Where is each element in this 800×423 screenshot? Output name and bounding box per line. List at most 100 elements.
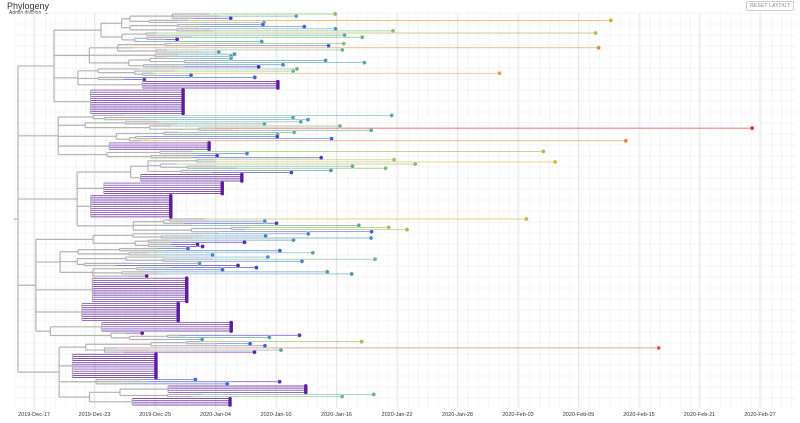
- tip-node: [339, 394, 345, 399]
- tip-node: [207, 147, 211, 152]
- tip-node: [412, 161, 418, 167]
- tip-node: [242, 239, 247, 245]
- tip-node: [596, 45, 601, 51]
- time-axis: 2019-Dec-17 2019-Dec-23 2019-Dec-29 2020-Ja…: [18, 412, 776, 418]
- tip-node: [298, 119, 304, 125]
- tip-node: [329, 136, 334, 141]
- tip-node: [326, 43, 331, 49]
- x-tick-label: 2019-Dec-17: [18, 412, 50, 418]
- tip-node: [383, 165, 388, 171]
- tip-node: [228, 15, 234, 21]
- tip-node: [232, 51, 237, 57]
- tree-tips: [139, 11, 755, 407]
- tip-node: [362, 60, 367, 65]
- tip-node: [524, 216, 529, 222]
- reset-layout-button[interactable]: RESET LAYOUT: [745, 1, 794, 11]
- tip-node: [342, 32, 347, 38]
- tip-node: [280, 62, 286, 68]
- tip-node: [276, 86, 280, 90]
- tip-node: [168, 215, 173, 219]
- tip-node: [386, 225, 391, 230]
- x-tick-label: 2020-Jan-04: [200, 412, 231, 418]
- tip-node: [184, 299, 189, 304]
- tip-node: [259, 39, 264, 44]
- panel-title: Phylogeny: [7, 1, 50, 11]
- x-tick-label: 2020-Feb-27: [744, 412, 776, 418]
- tip-node: [371, 392, 377, 397]
- tip-node: [240, 179, 244, 183]
- tip-node: [229, 329, 234, 333]
- tip-node: [350, 163, 355, 169]
- tip-node: [262, 121, 267, 127]
- x-tick-label: 2020-Feb-15: [623, 412, 655, 418]
- tip-node: [328, 168, 334, 173]
- tip-node: [252, 349, 257, 355]
- tip-node: [274, 220, 279, 226]
- tip-node: [210, 252, 215, 258]
- tip-node: [290, 68, 296, 74]
- tip-node: [391, 157, 397, 163]
- tip-node: [497, 70, 502, 76]
- tip-node: [368, 235, 374, 241]
- x-tick-label: 2020-Jan-28: [442, 412, 473, 418]
- x-tick-label: 2019-Dec-29: [139, 412, 171, 418]
- tip-node: [188, 72, 194, 78]
- tip-node: [359, 339, 364, 344]
- chevron-down-icon: ⌄: [43, 9, 51, 16]
- tip-node: [291, 130, 297, 135]
- tip-node: [297, 332, 302, 338]
- tip-node: [552, 159, 558, 165]
- tip-node: [349, 271, 354, 277]
- tip-node: [289, 170, 294, 175]
- tip-node: [341, 41, 347, 46]
- tree-branches: [14, 13, 753, 406]
- tip-node: [290, 115, 296, 120]
- x-tick-label: 2020-Jan-22: [382, 412, 413, 418]
- tip-node: [195, 242, 200, 247]
- tip-node: [291, 237, 296, 243]
- tip-node: [262, 218, 268, 224]
- tip-node: [608, 18, 614, 23]
- tip-node: [274, 134, 280, 139]
- tip-node: [623, 138, 629, 144]
- x-tick-label: 2020-Jan-10: [261, 412, 292, 418]
- tip-node: [244, 151, 250, 156]
- tip-node: [324, 269, 330, 275]
- tip-node: [262, 343, 268, 349]
- tip-node: [299, 258, 305, 264]
- tip-node: [154, 375, 158, 380]
- tip-node: [332, 11, 338, 17]
- tip-node: [144, 273, 149, 279]
- tip-node: [540, 149, 546, 154]
- tip-node: [185, 246, 191, 251]
- tip-node: [174, 37, 180, 42]
- tip-node: [359, 34, 365, 40]
- tip-node: [214, 153, 220, 158]
- tip-node: [656, 345, 662, 351]
- tip-node: [749, 125, 755, 131]
- tip-node: [256, 64, 261, 70]
- tip-node: [228, 56, 234, 61]
- tip-node: [305, 117, 311, 122]
- tip-node: [176, 318, 181, 323]
- tip-node: [224, 381, 230, 387]
- tip-node: [254, 265, 259, 270]
- tip-node: [310, 250, 316, 256]
- tip-node: [263, 233, 268, 239]
- tip-node: [216, 49, 222, 55]
- tip-node: [278, 347, 284, 353]
- tip-node: [139, 330, 145, 336]
- tip-node: [294, 66, 300, 72]
- x-tick-label: 2019-Dec-23: [79, 412, 111, 418]
- tip-node: [593, 30, 598, 36]
- tip-node: [277, 248, 283, 254]
- tip-node: [404, 227, 410, 232]
- tip-node: [200, 244, 205, 249]
- tip-node: [323, 58, 328, 63]
- tip-node: [199, 337, 205, 342]
- tip-node: [303, 390, 308, 395]
- x-tick-label: 2020-Jan-16: [321, 412, 352, 418]
- tip-node: [372, 256, 378, 262]
- tip-node: [252, 75, 258, 80]
- tip-node: [260, 22, 266, 27]
